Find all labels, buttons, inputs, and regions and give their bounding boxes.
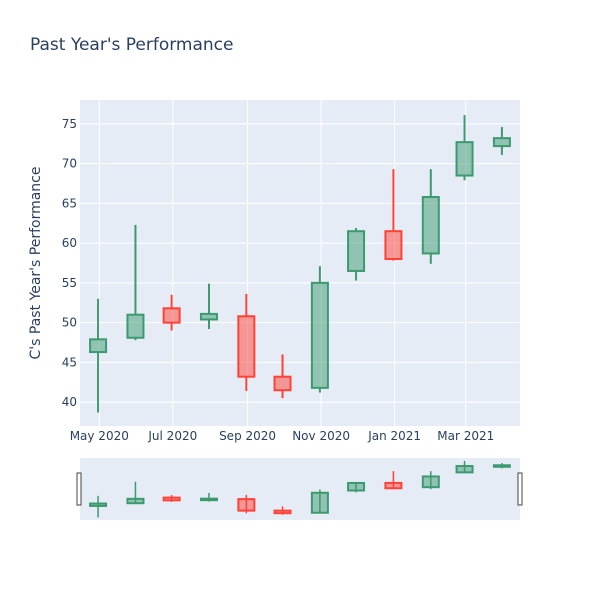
y-tick-label: 45 (62, 355, 77, 369)
mini-candle (347, 481, 366, 493)
mini-candle (126, 481, 145, 505)
plot-area (80, 100, 520, 426)
y-tick-label: 50 (62, 316, 77, 330)
mini-candle (421, 471, 440, 490)
candle[interactable] (162, 294, 181, 331)
grid-lines (80, 100, 520, 426)
candle-body (384, 230, 403, 261)
y-tick-label: 75 (62, 117, 77, 131)
candle[interactable] (421, 169, 440, 264)
mini-candle-body (421, 475, 440, 489)
candle-body (421, 196, 440, 255)
mini-candle (199, 492, 218, 502)
y-tick-label: 55 (62, 276, 77, 290)
mini-candle-body (199, 497, 218, 502)
mini-candle-body (126, 497, 145, 505)
rangeslider-right-handle[interactable] (517, 472, 523, 506)
mini-candle-body (162, 496, 181, 502)
y-tick-label: 60 (62, 236, 77, 250)
y-tick-label: 70 (62, 157, 77, 171)
candle[interactable] (273, 354, 292, 399)
mini-candle (492, 463, 511, 469)
y-axis-title: C's Past Year's Performance (28, 167, 44, 360)
x-tick-label: Jul 2020 (147, 429, 197, 443)
mini-candle-body (310, 491, 329, 514)
rangeslider-candles (89, 460, 511, 518)
rangeslider-left-handle[interactable] (76, 472, 82, 506)
candle-body (162, 307, 181, 324)
y-tick-label: 65 (62, 196, 77, 210)
mini-candle (89, 495, 108, 518)
mini-candle-body (455, 465, 474, 474)
x-tick-label: Jan 2021 (367, 429, 421, 443)
candle[interactable] (455, 115, 474, 181)
candle[interactable] (310, 266, 329, 393)
candle-body (492, 137, 511, 148)
candle-body (455, 141, 474, 177)
candle[interactable] (126, 224, 145, 341)
candle[interactable] (384, 169, 403, 261)
candle-body (347, 230, 366, 272)
candle-body (273, 375, 292, 392)
candle-body (89, 338, 108, 354)
mini-candle (237, 494, 256, 514)
candle[interactable] (237, 294, 256, 392)
rangeslider-background[interactable] (80, 458, 520, 520)
x-axis-ticks: May 2020 Jul 2020 Sep 2020 Nov 2020 Jan 2021… (70, 429, 495, 443)
candle[interactable] (199, 283, 218, 329)
candle-body (199, 312, 218, 321)
candle-body (126, 313, 145, 339)
mini-candle-body (237, 498, 256, 512)
mini-candle-body (492, 464, 511, 468)
candle[interactable] (89, 298, 108, 413)
mini-candle (273, 506, 292, 515)
mini-candle-body (273, 509, 292, 515)
x-tick-label: May 2020 (70, 429, 129, 443)
x-tick-label: Mar 2021 (437, 429, 494, 443)
candle-body (310, 281, 329, 389)
mini-candle (162, 495, 181, 502)
mini-candle-body (347, 481, 366, 492)
x-tick-label: Sep 2020 (219, 429, 276, 443)
candles (89, 115, 511, 413)
mini-candle (384, 471, 403, 490)
mini-candle (310, 489, 329, 514)
mini-candle-body (89, 502, 108, 507)
candle-body (237, 315, 256, 378)
chart-title: Past Year's Performance (30, 35, 234, 55)
x-tick-label: Nov 2020 (292, 429, 350, 443)
candle[interactable] (492, 127, 511, 155)
candle[interactable] (347, 228, 366, 281)
mini-candle (455, 460, 474, 474)
y-tick-label: 40 (62, 395, 77, 409)
y-axis-ticks: 40 45 50 55 60 65 70 75 (62, 117, 77, 409)
mini-candle-body (384, 481, 403, 490)
